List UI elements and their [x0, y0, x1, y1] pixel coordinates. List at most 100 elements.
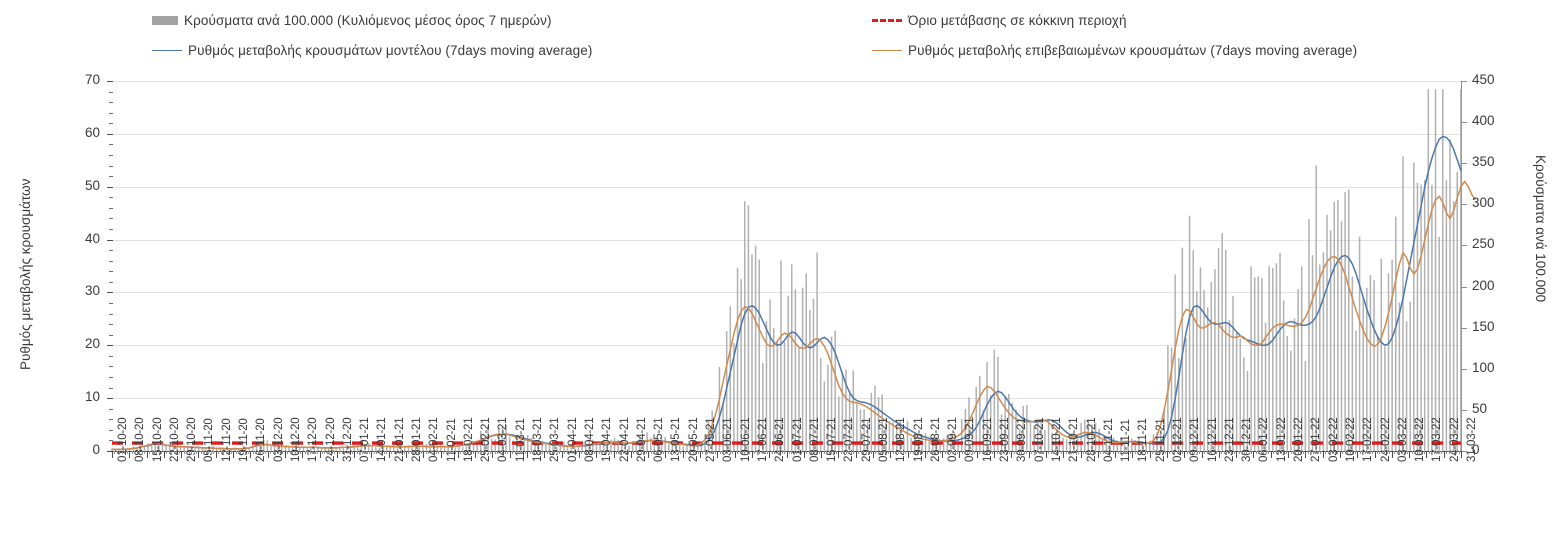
bar	[678, 440, 681, 451]
x-axis-minor-tick	[126, 451, 128, 454]
bar	[1351, 276, 1354, 451]
y-axis-left-minor-tick	[109, 91, 113, 93]
x-axis-minor-tick	[247, 451, 249, 454]
x-axis-minor-tick	[1297, 451, 1299, 454]
x-axis-minor-tick	[1001, 451, 1003, 454]
x-axis-minor-tick	[1221, 451, 1223, 454]
x-axis-minor-tick	[944, 451, 946, 454]
bar	[971, 416, 974, 451]
bar	[1384, 346, 1386, 451]
y-axis-left-minor-tick	[109, 271, 113, 273]
bar	[1358, 236, 1361, 451]
x-axis-minor-tick	[986, 451, 988, 454]
x-axis-minor-tick	[1379, 451, 1381, 454]
x-axis-minor-tick	[529, 451, 531, 454]
bar	[1460, 89, 1462, 451]
x-axis-minor-tick	[771, 451, 773, 454]
x-axis-minor-tick	[670, 451, 672, 454]
x-axis-tick-mark	[994, 451, 996, 458]
x-axis-tick-label: 26-08-21	[929, 417, 942, 462]
x-axis-minor-tick	[877, 451, 879, 454]
x-axis-tick-mark	[388, 451, 390, 458]
x-axis-minor-tick	[1162, 451, 1164, 454]
bar	[794, 289, 797, 451]
x-axis-minor-tick	[1043, 451, 1045, 454]
x-axis-minor-tick	[922, 451, 924, 454]
x-axis-tick-label: 19-11-20	[238, 418, 251, 462]
x-axis-tick-label: 13-05-21	[670, 417, 683, 462]
legend-item-model-rate[interactable]: Ρυθμός μεταβολής κρουσμάτων μοντέλου (7d…	[152, 40, 592, 60]
legend-item-red-threshold[interactable]: Όριο μετάβασης σε κόκκινη περιοχή	[872, 10, 1127, 30]
legend-item-cases-bars[interactable]: Κρούσματα ανά 100.000 (Κυλιόμενος μέσος …	[152, 10, 552, 30]
x-axis-minor-tick	[1332, 451, 1334, 454]
bars-layer	[111, 89, 1462, 452]
x-axis-tick-mark	[1270, 451, 1272, 458]
bar	[859, 409, 862, 451]
x-axis-tick-mark	[613, 451, 615, 458]
x-axis-minor-tick	[709, 451, 711, 454]
bar	[241, 447, 243, 451]
y-axis-right-tick-mark	[1461, 409, 1467, 411]
x-axis-minor-tick	[574, 451, 576, 454]
bar	[1366, 287, 1368, 451]
bar	[787, 295, 789, 451]
x-axis-tick-mark	[630, 451, 632, 458]
bar	[317, 446, 319, 451]
x-axis-minor-tick	[403, 451, 405, 454]
bar	[877, 397, 880, 451]
x-axis-minor-tick	[653, 451, 655, 454]
x-axis-minor-tick	[121, 451, 123, 454]
x-axis-minor-tick	[949, 451, 951, 454]
bar	[378, 447, 381, 451]
x-axis-minor-tick	[845, 451, 847, 454]
bar	[400, 444, 402, 451]
x-axis-minor-tick	[840, 451, 842, 454]
x-axis-minor-tick	[742, 451, 744, 454]
bar	[331, 448, 334, 451]
x-axis-minor-tick	[373, 451, 375, 454]
x-axis-minor-tick	[566, 451, 568, 454]
bar	[686, 444, 688, 451]
x-axis-minor-tick	[1243, 451, 1245, 454]
x-axis-minor-tick	[848, 451, 850, 454]
x-axis-minor-tick	[1255, 451, 1257, 454]
x-axis-minor-tick	[1423, 451, 1425, 454]
x-axis-minor-tick	[784, 451, 786, 454]
legend-item-confirmed-rate[interactable]: Ρυθμός μεταβολής επιβεβαιωμένων κρουσμάτ…	[872, 40, 1357, 60]
x-axis-minor-tick	[895, 451, 897, 454]
x-axis-minor-tick	[480, 451, 482, 454]
x-axis-minor-tick	[685, 451, 687, 454]
x-axis-minor-tick	[524, 451, 526, 454]
x-axis-tick-label: 26-11-20	[255, 418, 268, 462]
bar	[1008, 393, 1010, 451]
bar	[172, 444, 175, 451]
x-axis-minor-tick	[818, 451, 820, 454]
bar	[997, 356, 999, 451]
y-axis-right-tick-label: 300	[1472, 195, 1495, 211]
x-axis-minor-tick	[257, 451, 259, 454]
x-axis-minor-tick	[1384, 451, 1386, 454]
bar	[1036, 422, 1039, 451]
x-axis-minor-tick	[971, 451, 973, 454]
x-axis-tick-label: 22-04-21	[618, 417, 631, 462]
bar	[118, 449, 120, 451]
x-axis-minor-tick	[984, 451, 986, 454]
x-axis-tick-label: 05-08-21	[877, 417, 890, 462]
x-axis-tick-label: 29-04-21	[635, 417, 648, 462]
bar	[111, 448, 113, 451]
x-axis-minor-tick	[781, 451, 783, 454]
x-axis-minor-tick	[156, 451, 158, 454]
bar	[631, 443, 634, 451]
x-axis-minor-tick	[623, 451, 625, 454]
bar	[1369, 275, 1372, 451]
bar	[852, 370, 855, 451]
plot-area	[111, 81, 1477, 452]
x-axis-minor-tick	[262, 451, 264, 454]
y-axis-right-tick-label: 150	[1472, 318, 1495, 334]
x-axis-minor-tick	[124, 451, 126, 454]
x-axis-minor-tick	[966, 451, 968, 454]
x-axis-minor-tick	[1055, 451, 1057, 454]
bar	[1047, 418, 1050, 451]
y-axis-right-tick-mark	[1461, 286, 1467, 288]
bar	[215, 447, 218, 451]
